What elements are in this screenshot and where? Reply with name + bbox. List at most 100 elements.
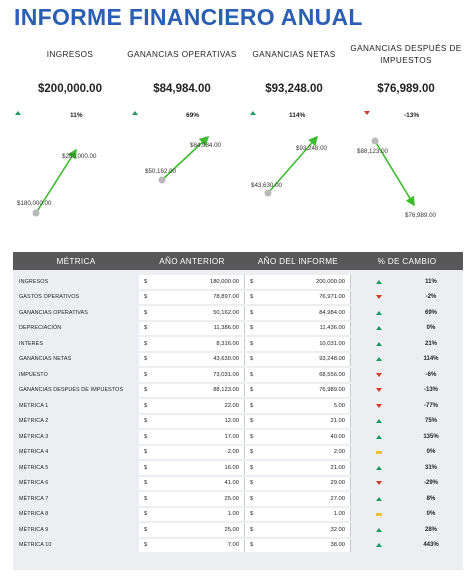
prev-year-value[interactable]: $17.00 [139,430,245,444]
amount: 2.00 [333,449,345,456]
currency-symbol: $ [144,387,148,394]
trend-up-icon [250,111,256,115]
currency-symbol: $ [250,371,254,378]
percent-change: 0% [426,449,436,456]
kpi-ganancias-netas: GANANCIAS NETAS $93,248.00 [238,42,350,95]
header-ano-informe: AÑO DEL INFORME [257,256,339,266]
table-row: MÉTRICA 8 $1.00 $1.00 0% [13,507,463,523]
change-cell: 31% [351,465,463,471]
report-year-value[interactable]: $76,971.00 [245,290,351,304]
start-point [371,137,379,145]
report-year-value[interactable]: $68,556.00 [245,368,351,382]
kpi-value: $93,248.00 [265,83,323,95]
metric-name: MÉTRICA 3 [19,433,49,440]
metric-name: MÉTRICA 4 [19,449,49,456]
currency-symbol: $ [144,495,148,502]
table-row: GANANCIAS OPERATIVAS $50,162.00 $84,984.00… [13,305,463,321]
amount: 88,123.00 [213,387,239,394]
prev-year-value[interactable]: $73,031.00 [139,368,245,382]
change-cell: 8% [351,496,463,502]
currency-symbol: $ [144,511,148,518]
report-year-value[interactable]: $93,248.00 [245,352,351,366]
currency-symbol: $ [144,542,148,549]
change-cell: -2% [351,294,463,300]
table-row: MÉTRICA 1 $22.00 $5.00 -77% [13,398,463,414]
report-year-value[interactable]: $1.00 [245,507,351,521]
trend-up-icon [132,111,138,115]
report-year-value[interactable]: $40.00 [245,430,351,444]
metric-name: MÉTRICA 6 [19,480,49,487]
currency-symbol: $ [144,433,148,440]
currency-symbol: $ [144,325,148,332]
percent-change: 69% [424,309,437,316]
prev-year-value[interactable]: $16.00 [139,461,245,475]
report-year-value[interactable]: $10,031.00 [245,337,351,351]
currency-symbol: $ [144,526,148,533]
table-body: INGRESOS $180,000.00 $200,000.00 11% GASTOS … [13,270,463,553]
table-header: MÉTRICA AÑO ANTERIOR AÑO DEL INFORME % D… [13,252,463,270]
currency-symbol: $ [250,433,254,440]
report-year-value[interactable]: $2.00 [245,445,351,459]
change-cell: -77% [351,403,463,409]
prev-year-value[interactable]: $8,316.00 [139,337,245,351]
report-year-value[interactable]: $32.00 [245,523,351,537]
currency-symbol: $ [144,418,148,425]
report-year-value[interactable]: $21.00 [245,414,351,428]
prev-year-value[interactable]: $7.00 [139,538,245,552]
kpi-change: -13% [404,112,420,119]
amount: 11,386.00 [213,325,239,332]
report-year-value[interactable]: $11,436.00 [245,321,351,335]
report-year-value[interactable]: $27.00 [245,492,351,506]
trend-down-icon [376,403,382,408]
amount: 12.00 [224,418,239,425]
currency-symbol: $ [144,464,148,471]
change-cell: 114% [351,356,463,362]
percent-change: 114% [423,356,439,363]
prev-year-value[interactable]: $180,000.00 [139,275,245,289]
kpi-value: $76,989.00 [377,83,435,95]
report-year-value[interactable]: $38.00 [245,538,351,552]
amount: 25.00 [224,526,239,533]
metric-name: INTERÉS [19,340,44,347]
kpi-trend-charts: $180,000.00 $200,000.00 $50,162.00 $84,9… [17,135,437,219]
currency-symbol: $ [250,526,254,533]
prev-year-value[interactable]: $22.00 [139,399,245,413]
prev-year-value[interactable]: $50,162.00 [139,306,245,320]
prev-year-value[interactable]: $43,630.00 [139,352,245,366]
table-row: MÉTRICA 3 $17.00 $40.00 135% [13,429,463,445]
prev-year-value[interactable]: $12.00 [139,414,245,428]
change-cell: 21% [351,341,463,347]
prev-year-value[interactable]: $78,897.00 [139,290,245,304]
report-year-value[interactable]: $5.00 [245,399,351,413]
amount: 1.00 [333,511,345,518]
amount: 73,031.00 [213,371,239,378]
percent-change: -13% [423,387,438,394]
table-row: MÉTRICA 7 $25.00 $27.00 8% [13,491,463,507]
table-row: MÉTRICA 9 $25.00 $32.00 28% [13,522,463,538]
change-cell: -29% [351,480,463,486]
report-year-value[interactable]: $200,000.00 [245,275,351,289]
report-title: INFORME FINANCIERO ANUAL [14,4,363,30]
prev-year-value[interactable]: $11,386.00 [139,321,245,335]
table-row: DEPRECIACIÓN $11,386.00 $11,436.00 0% [13,321,463,337]
report-year-value[interactable]: $84,984.00 [245,306,351,320]
prev-year-value[interactable]: $88,123.00 [139,383,245,397]
report-year-value[interactable]: $21.00 [245,461,351,475]
prev-year-value[interactable]: $1.00 [139,507,245,521]
kpi-value: $200,000.00 [38,83,102,95]
amount: 76,971.00 [319,294,345,301]
prev-year-value[interactable]: $25.00 [139,523,245,537]
amount: 40.00 [330,433,345,440]
prev-year-value[interactable]: $41.00 [139,476,245,490]
kpi-label: GANANCIAS OPERATIVAS [127,50,237,59]
kpi-label: GANANCIAS NETAS [252,50,336,59]
trend-up-icon [376,434,382,439]
currency-symbol: $ [144,309,148,316]
report-year-value[interactable]: $29.00 [245,476,351,490]
header-metrica: MÉTRICA [56,256,96,266]
trend-line [267,135,319,194]
prev-year-value[interactable]: $2.00 [139,445,245,459]
report-year-value[interactable]: $76,989.00 [245,383,351,397]
prev-year-value[interactable]: $25.00 [139,492,245,506]
currency-symbol: $ [144,371,148,378]
